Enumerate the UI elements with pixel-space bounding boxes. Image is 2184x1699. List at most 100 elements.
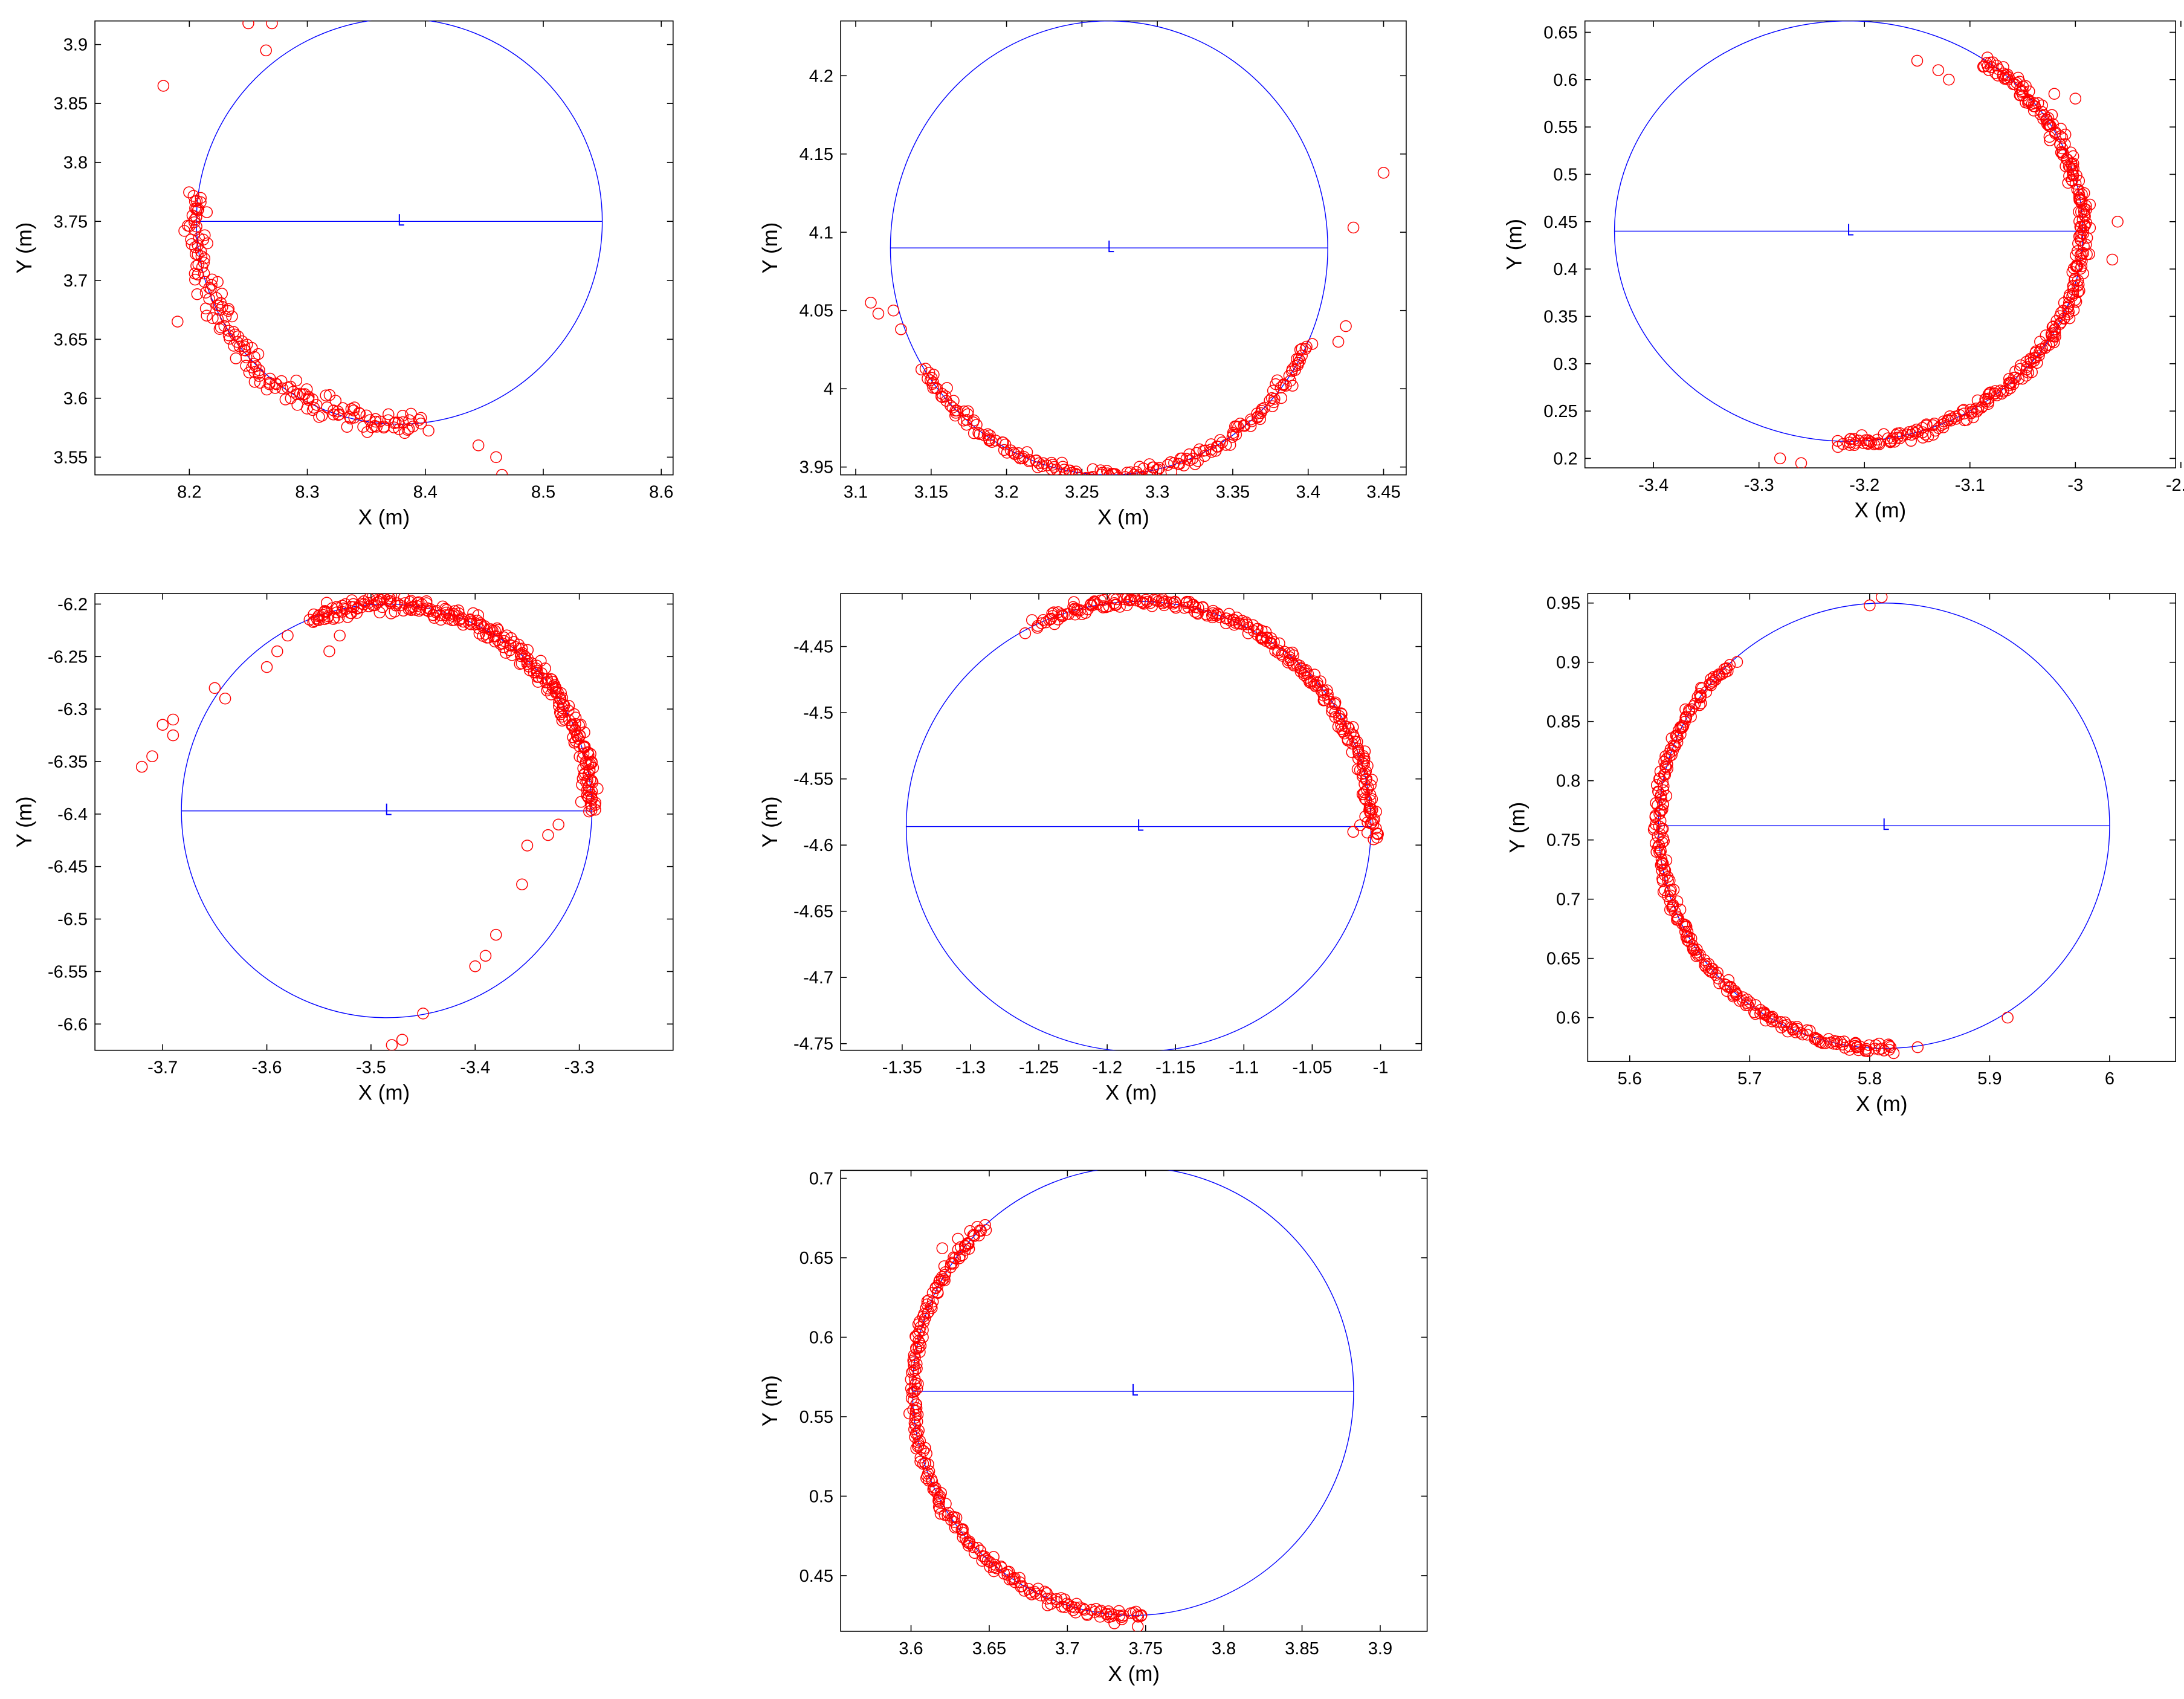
data-point <box>494 638 506 650</box>
data-point <box>941 382 953 394</box>
data-point <box>1070 465 1082 475</box>
data-point <box>307 616 319 628</box>
x-tick-label: -1 <box>1373 1058 1389 1078</box>
x-tick-label: -3 <box>2067 476 2083 495</box>
data-point <box>2040 329 2052 341</box>
data-point <box>135 760 148 773</box>
data-point <box>2106 253 2119 266</box>
y-tick-label: 3.7 <box>63 271 88 291</box>
data-point <box>541 684 553 697</box>
y-tick-label: 0.5 <box>809 1487 833 1506</box>
data-point <box>1087 471 1099 475</box>
panel-6: 5.6 5.7 5.8 5.9 6 0.6 0.65 0.7 0.75 0.8 0.85 0.9 0.9… <box>1505 593 2176 1116</box>
y-tick-label: 0.4 <box>1553 260 1577 279</box>
data-point <box>190 211 202 224</box>
data-point <box>1294 662 1307 674</box>
data-point <box>584 798 597 810</box>
data-point <box>579 767 591 779</box>
data-point <box>1143 458 1155 470</box>
y-tick-label: 0.6 <box>809 1328 833 1347</box>
data-point <box>1656 856 1669 869</box>
x-tick-label: -1.35 <box>882 1058 922 1078</box>
data-point <box>931 1487 944 1500</box>
y-tick-label: 3.9 <box>63 36 88 55</box>
data-point <box>1983 64 1995 76</box>
data-point <box>1882 1038 1895 1050</box>
data-point <box>2001 68 2014 81</box>
data-point <box>1207 604 1220 617</box>
data-point <box>1982 388 1995 401</box>
data-point <box>167 713 179 726</box>
x-tick-label: -3.3 <box>564 1058 595 1078</box>
y-tick-label: 4 <box>824 380 833 399</box>
data-point <box>222 325 235 337</box>
data-point <box>1198 450 1211 462</box>
data-point <box>2084 198 2096 211</box>
data-point <box>2017 85 2029 97</box>
y-tick-label: -4.7 <box>803 968 833 988</box>
data-point <box>909 1411 922 1424</box>
data-point <box>413 413 425 426</box>
x-tick-label: -1.2 <box>1092 1058 1122 1078</box>
data-point <box>252 348 265 360</box>
data-point <box>1884 1041 1897 1053</box>
data-point <box>1675 722 1687 734</box>
data-point <box>933 1496 946 1508</box>
data-point <box>945 1513 957 1526</box>
data-point <box>1340 320 1352 332</box>
y-tick-label: -4.75 <box>793 1035 833 1054</box>
data-point <box>430 605 443 617</box>
data-point <box>2037 113 2049 125</box>
data-point <box>2072 280 2084 292</box>
y-tick-label: 3.8 <box>63 154 88 173</box>
y-tick-label: -4.6 <box>803 836 833 855</box>
data-point <box>1779 1016 1791 1029</box>
data-point <box>936 1242 949 1254</box>
data-point <box>961 413 973 426</box>
data-point <box>957 1527 969 1539</box>
data-point <box>908 1386 920 1398</box>
data-point <box>503 644 516 656</box>
y-tick-label: 3.75 <box>54 212 88 231</box>
y-tick-label: 0.7 <box>809 1170 833 1189</box>
data-point <box>1875 1043 1888 1055</box>
y-tick-label: -6.5 <box>57 910 88 930</box>
data-point <box>490 451 502 464</box>
data-point <box>909 1351 921 1364</box>
x-axis-label: X (m) <box>1856 1092 1908 1116</box>
data-point <box>1981 51 1994 63</box>
data-point <box>409 604 422 616</box>
y-tick-label: -6.25 <box>48 647 88 667</box>
data-point <box>2077 247 2090 259</box>
data-point <box>1921 418 1933 430</box>
data-point <box>2047 320 2060 332</box>
data-point <box>1657 858 1669 870</box>
data-point <box>1236 615 1249 627</box>
data-point <box>1359 745 1371 757</box>
data-point <box>1347 221 1360 234</box>
data-point <box>1275 381 1287 394</box>
data-point <box>201 237 213 250</box>
panel-3: -3.4 -3.3 -3.2 -3.1 -3 -2.9 0.2 0.25 0.3 0.35 0.4 0… <box>1503 20 2184 522</box>
data-point <box>1252 629 1264 641</box>
y-axis-label: Y (m) <box>1505 802 1529 853</box>
data-point <box>1749 1008 1762 1020</box>
data-point <box>1069 1601 1081 1614</box>
data-point <box>1242 627 1255 639</box>
axes-box <box>1584 20 2176 468</box>
data-point <box>388 417 401 429</box>
data-point <box>1742 999 1754 1011</box>
data-point <box>1136 1609 1148 1622</box>
data-point <box>515 642 528 655</box>
data-point <box>1660 753 1673 766</box>
data-point <box>1037 457 1050 470</box>
data-point <box>1094 464 1107 475</box>
data-point <box>1741 993 1753 1006</box>
data-point <box>556 714 569 727</box>
data-point <box>1787 1023 1800 1035</box>
data-point <box>1901 429 1913 441</box>
data-point <box>388 421 400 433</box>
data-point <box>260 383 273 396</box>
data-point <box>973 1229 985 1241</box>
data-point <box>1183 455 1196 467</box>
